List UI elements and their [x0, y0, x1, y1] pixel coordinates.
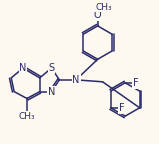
Text: N: N [19, 63, 27, 73]
Text: F: F [133, 78, 139, 88]
Text: CH₃: CH₃ [95, 3, 112, 12]
Text: S: S [48, 63, 55, 73]
Text: F: F [119, 103, 124, 113]
Text: O: O [94, 10, 101, 20]
Text: N: N [48, 87, 55, 97]
Text: CH₃: CH₃ [19, 112, 35, 121]
Text: N: N [72, 75, 80, 85]
